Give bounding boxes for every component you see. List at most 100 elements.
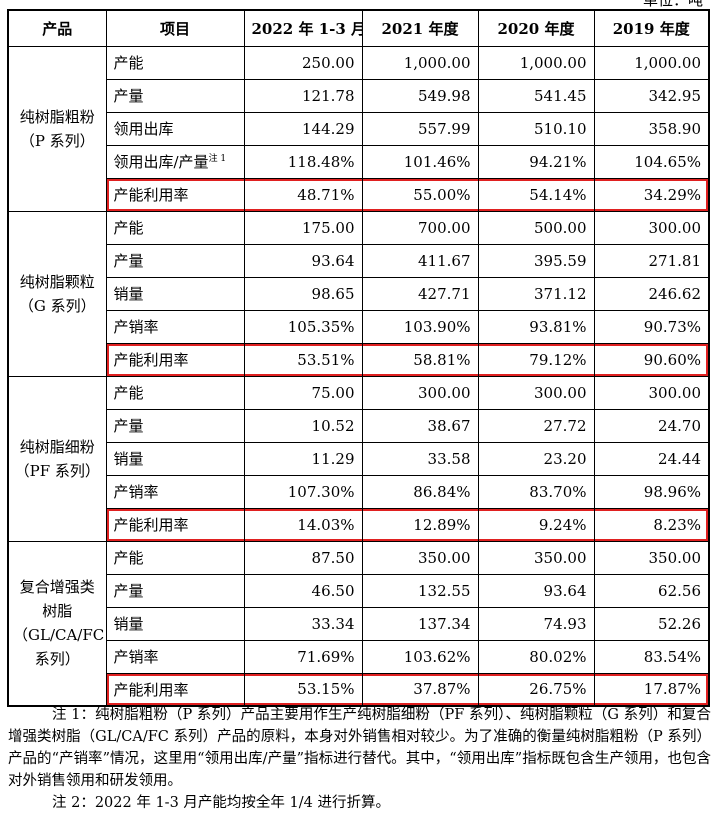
value-cell: 107.30%	[243, 474, 363, 509]
table-row: 复合增强类树脂（GL/CA/FC 系列） 产能 87.50 350.00 350.00 3…	[7, 540, 710, 707]
value-cell: 1,000.00	[593, 45, 710, 80]
value-cell: 86.84%	[361, 474, 479, 509]
value-cell: 1,000.00	[361, 45, 479, 80]
value-cell: 350.00	[593, 540, 710, 575]
value-cell: 27.72	[477, 408, 595, 443]
item-label: 产销率	[113, 483, 159, 501]
table-row: 领用出库 144.29 557.99 510.10 358.90	[8, 111, 710, 146]
value-cell: 8.23%	[593, 507, 710, 542]
value-cell: 71.69%	[243, 639, 363, 674]
value-cell: 93.64	[477, 573, 595, 608]
value-cell: 500.00	[477, 210, 595, 245]
value-cell: 132.55	[361, 573, 479, 608]
table-row: 产能利用率 53.15% 37.87% 26.75% 17.87%	[8, 672, 710, 707]
value-cell: 83.54%	[593, 639, 710, 674]
value-cell: 411.67	[361, 243, 479, 278]
footnote-marker: 注 1	[208, 154, 227, 164]
table-row: 领用出库/产量注 1 118.48% 101.46% 94.21% 104.65%	[8, 144, 710, 179]
unit-label: 单位：吨	[642, 0, 703, 9]
value-cell: 79.12%	[477, 342, 595, 377]
item-cell: 产能	[105, 45, 245, 80]
item-cell: 产能	[105, 210, 245, 245]
value-cell: 105.35%	[243, 309, 363, 344]
item-label: 销量	[113, 615, 144, 633]
value-cell: 121.78	[243, 78, 363, 113]
value-cell: 549.98	[361, 78, 479, 113]
item-cell: 销量	[105, 606, 245, 641]
value-cell: 24.70	[593, 408, 710, 443]
value-cell: 246.62	[593, 276, 710, 311]
value-cell: 53.51%	[243, 342, 363, 377]
value-cell: 358.90	[593, 111, 710, 146]
header-product: 产品	[7, 9, 107, 47]
value-cell: 175.00	[243, 210, 363, 245]
header-item: 项目	[105, 9, 245, 47]
header-2020: 2020 年度	[477, 9, 595, 47]
value-cell: 103.62%	[361, 639, 479, 674]
value-cell: 541.45	[477, 78, 595, 113]
item-label: 产量	[113, 417, 144, 435]
value-cell: 98.96%	[593, 474, 710, 509]
item-cell: 产量	[105, 78, 245, 113]
table-row: 产销率 105.35% 103.90% 93.81% 90.73%	[8, 309, 710, 344]
value-cell: 62.56	[593, 573, 710, 608]
value-cell: 12.89%	[361, 507, 479, 542]
footnotes: 注 1：纯树脂粗粉（P 系列）产品主要用作生产纯树脂细粉（PF 系列）、纯树脂颗…	[8, 704, 711, 814]
item-label: 产能	[113, 219, 144, 237]
table-row: 产销率 71.69% 103.62% 80.02% 83.54%	[8, 639, 710, 674]
value-cell: 371.12	[477, 276, 595, 311]
value-cell: 23.20	[477, 441, 595, 476]
value-cell: 9.24%	[477, 507, 595, 542]
item-label: 产能利用率	[113, 186, 189, 204]
header-2021: 2021 年度	[361, 9, 479, 47]
value-cell: 33.34	[243, 606, 363, 641]
value-cell: 26.75%	[477, 672, 595, 707]
value-cell: 48.71%	[243, 177, 363, 212]
table-row: 纯树脂细粉（PF 系列） 产能 75.00 300.00 300.00 300.00	[7, 375, 710, 542]
value-cell: 118.48%	[243, 144, 363, 179]
item-cell: 产能利用率	[105, 507, 245, 542]
value-cell: 700.00	[361, 210, 479, 245]
value-cell: 250.00	[243, 45, 363, 80]
value-cell: 75.00	[243, 375, 363, 410]
value-cell: 24.44	[593, 441, 710, 476]
item-cell: 产销率	[105, 639, 245, 674]
item-label: 产能利用率	[113, 351, 189, 369]
value-cell: 93.64	[243, 243, 363, 278]
item-cell: 领用出库/产量注 1	[105, 144, 245, 179]
item-cell: 产能	[105, 540, 245, 575]
table-row: 纯树脂粗粉（P 系列） 产能 250.00 1,000.00 1,000.00 1,000…	[7, 45, 710, 212]
table-row: 产能利用率 14.03% 12.89% 9.24% 8.23%	[8, 507, 710, 542]
value-cell: 510.10	[477, 111, 595, 146]
item-cell: 产能	[105, 375, 245, 410]
table-row: 产量 93.64 411.67 395.59 271.81	[8, 243, 710, 278]
item-cell: 销量	[105, 441, 245, 476]
item-cell: 产能利用率	[105, 177, 245, 212]
value-cell: 300.00	[477, 375, 595, 410]
item-cell: 产量	[105, 243, 245, 278]
table-row: 产能利用率 53.51% 58.81% 79.12% 90.60%	[8, 342, 710, 377]
value-cell: 14.03%	[243, 507, 363, 542]
value-cell: 17.87%	[593, 672, 710, 707]
item-label: 领用出库/产量	[113, 153, 209, 171]
product-name-cell: 复合增强类树脂（GL/CA/FC 系列）	[7, 540, 107, 707]
item-label: 产能	[113, 549, 144, 567]
value-cell: 54.14%	[477, 177, 595, 212]
table-row: 销量 11.29 33.58 23.20 24.44	[8, 441, 710, 476]
value-cell: 342.95	[593, 78, 710, 113]
value-cell: 10.52	[243, 408, 363, 443]
header-2019: 2019 年度	[593, 9, 710, 47]
table-row: 纯树脂颗粒（G 系列） 产能 175.00 700.00 500.00 300.00	[7, 210, 710, 377]
value-cell: 37.87%	[361, 672, 479, 707]
capacity-table: 产品 项目 2022 年 1-3 月 2021 年度 2020 年度 2019 …	[7, 9, 710, 707]
value-cell: 74.93	[477, 606, 595, 641]
value-cell: 94.21%	[477, 144, 595, 179]
value-cell: 87.50	[243, 540, 363, 575]
table-row: 产能利用率 48.71% 55.00% 54.14% 34.29%	[8, 177, 710, 212]
table-row: 产量 121.78 549.98 541.45 342.95	[8, 78, 710, 113]
item-label: 产销率	[113, 318, 159, 336]
value-cell: 350.00	[477, 540, 595, 575]
item-cell: 产量	[105, 573, 245, 608]
value-cell: 137.34	[361, 606, 479, 641]
footnote-2: 注 2：2022 年 1-3 月产能均按全年 1/4 进行折算。	[52, 795, 390, 811]
